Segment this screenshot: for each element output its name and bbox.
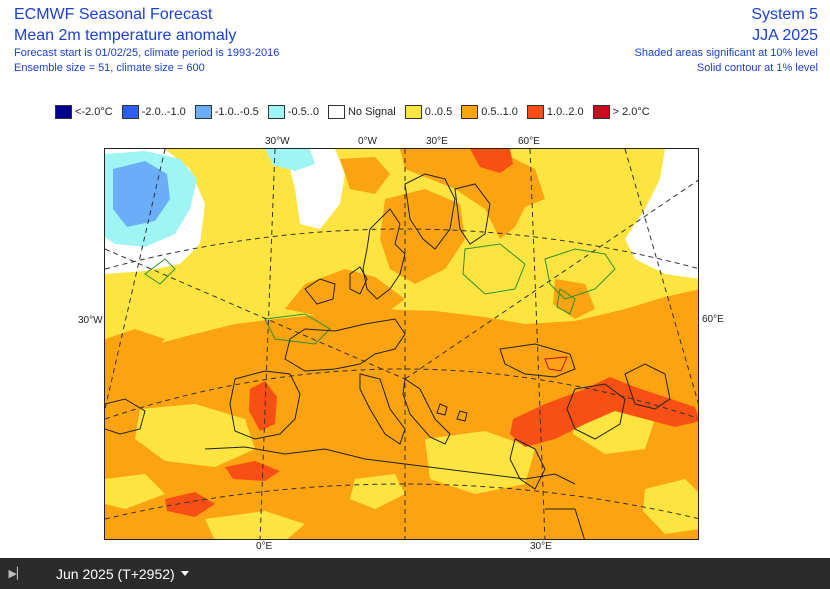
legend-label: No Signal bbox=[347, 106, 396, 118]
anomaly-map bbox=[104, 148, 699, 540]
label-bottom-30e: 30°E bbox=[530, 541, 552, 552]
system-label: System 5 bbox=[751, 6, 818, 23]
legend-swatch bbox=[121, 105, 139, 119]
legend-swatch bbox=[55, 105, 72, 119]
legend-item: -2.0..-1.0 bbox=[121, 105, 186, 119]
chevron-down-icon bbox=[180, 571, 189, 576]
legend-label: -2.0..-1.0 bbox=[141, 106, 186, 118]
legend-label: -0.5..0 bbox=[287, 106, 319, 118]
graticule bbox=[105, 149, 698, 539]
legend-label: > 2.0°C bbox=[612, 106, 650, 118]
label-top-60e: 60°E bbox=[518, 136, 540, 147]
legend-item: 0..0.5 bbox=[404, 105, 453, 119]
legend-item: 0.5..1.0 bbox=[461, 105, 518, 119]
legend-label: 0..0.5 bbox=[424, 106, 453, 118]
cold-regions bbox=[105, 149, 315, 247]
legend-label: 0.5..1.0 bbox=[481, 106, 518, 118]
chart-subtitle: Mean 2m temperature anomaly bbox=[14, 27, 237, 44]
forecast-info: Forecast start is 01/02/25, climate peri… bbox=[14, 47, 280, 59]
legend-item: -0.5..0 bbox=[267, 105, 319, 119]
significance-contours bbox=[144, 243, 616, 345]
header-left: ECMWF Seasonal Forecast Mean 2m temperat… bbox=[14, 4, 279, 76]
label-left-30w: 30°W bbox=[78, 315, 103, 326]
legend-item: No Signal bbox=[327, 105, 396, 119]
label-top-0w: 0°W bbox=[358, 136, 377, 147]
significance-note: Shaded areas significant at 10% level bbox=[634, 47, 818, 59]
label-top-30w: 30°W bbox=[265, 136, 290, 147]
skip-icon[interactable]: ▶▏ bbox=[8, 568, 26, 580]
chart-title: ECMWF Seasonal Forecast bbox=[14, 6, 213, 23]
timeline-bar: ▶▏ Jun 2025 (T+2952) bbox=[0, 558, 830, 589]
header-right: System 5 JJA 2025 Shaded areas significa… bbox=[635, 4, 818, 76]
period-label: Jun 2025 (T+2952) bbox=[56, 565, 175, 582]
map-canvas bbox=[105, 149, 698, 539]
period-selector[interactable]: Jun 2025 (T+2952) bbox=[56, 566, 189, 582]
ensemble-info: Ensemble size = 51, climate size = 600 bbox=[14, 62, 205, 74]
color-legend: <-2.0°C -2.0..-1.0 -1.0..-0.5 -0.5..0 No Sig… bbox=[55, 104, 659, 120]
legend-item: <-2.0°C bbox=[55, 105, 113, 119]
label-bottom-0e: 0°E bbox=[256, 541, 273, 552]
legend-swatch bbox=[267, 105, 285, 119]
label-right-60e: 60°E bbox=[702, 314, 724, 325]
legend-swatch bbox=[526, 105, 544, 119]
legend-label: <-2.0°C bbox=[75, 106, 113, 118]
legend-label: -1.0..-0.5 bbox=[214, 106, 259, 118]
legend-label: 1.0..2.0 bbox=[546, 106, 584, 118]
legend-swatch bbox=[461, 105, 479, 119]
legend-item: > 2.0°C bbox=[592, 105, 650, 119]
label-top-30e: 30°E bbox=[426, 136, 448, 147]
legend-swatch bbox=[194, 105, 212, 119]
yellow-patches bbox=[105, 404, 698, 539]
legend-swatch bbox=[592, 105, 610, 119]
legend-item: -1.0..-0.5 bbox=[194, 105, 259, 119]
contour-note: Solid contour at 1% level bbox=[696, 62, 818, 74]
legend-swatch bbox=[404, 105, 422, 119]
season-label: JJA 2025 bbox=[752, 27, 818, 44]
legend-item: 1.0..2.0 bbox=[526, 105, 584, 119]
legend-swatch bbox=[327, 105, 345, 119]
red-regions bbox=[165, 149, 698, 517]
